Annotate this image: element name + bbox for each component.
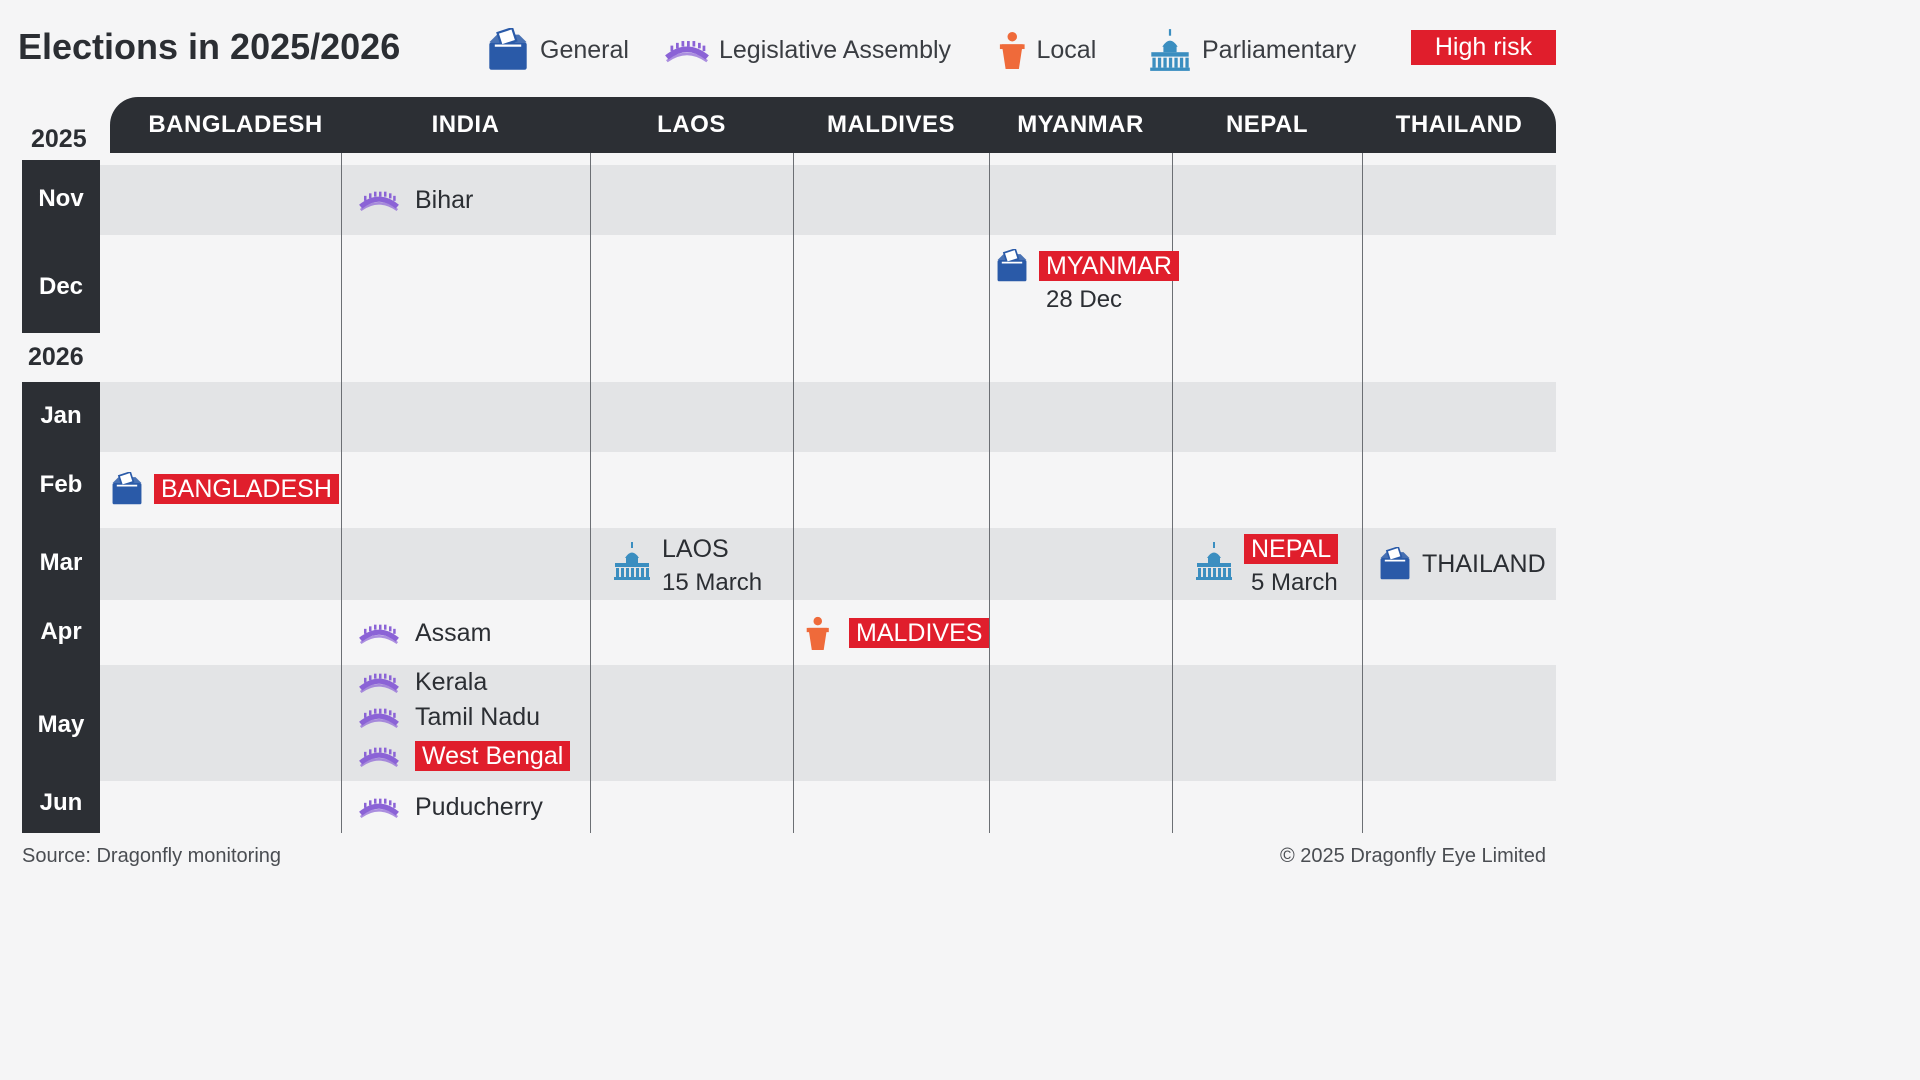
month-label-dec: Dec	[38, 273, 84, 300]
ballot-box-icon	[995, 248, 1029, 288]
legend-item-parliamentary: Parliamentary	[1148, 28, 1357, 72]
assembly-arch-icon	[359, 670, 399, 699]
month-label-jun: Jun	[39, 789, 83, 816]
ballot-box-icon	[486, 28, 540, 72]
year-label-2026: 2026	[28, 343, 84, 371]
source-note: Source: Dragonfly monitoring	[22, 845, 282, 867]
column-header-myanmar: MYANMAR	[1017, 111, 1144, 138]
column-divider	[341, 153, 342, 833]
legend-label: Local	[1036, 35, 1097, 64]
copyright-note: © 2025 Dragonfly Eye Limited	[1280, 845, 1546, 867]
column-header-india: INDIA	[431, 111, 500, 138]
column-header-bangladesh: BANGLADESH	[148, 111, 323, 138]
legend-label: Parliamentary	[1202, 35, 1357, 64]
event-label: Kerala	[415, 668, 488, 696]
assembly-arch-icon	[359, 744, 399, 773]
parliament-building-icon	[1148, 28, 1202, 72]
legend-item-legislative: Legislative Assembly	[665, 30, 951, 70]
column-header-maldives: MALDIVES	[826, 111, 955, 138]
column-header-thailand: THAILAND	[1395, 111, 1523, 138]
month-column	[22, 382, 100, 833]
legend-item-general: General	[486, 28, 629, 72]
assembly-arch-icon	[359, 705, 399, 734]
event-label: BANGLADESH	[154, 474, 339, 504]
legend-item-local: Local	[998, 30, 1096, 70]
month-label-apr: Apr	[40, 618, 82, 645]
podium-icon	[805, 616, 831, 655]
event-label: LAOS	[662, 535, 729, 563]
event-label: MALDIVES	[849, 618, 990, 648]
parliament-building-icon	[1194, 541, 1234, 586]
column-divider	[989, 153, 990, 833]
row-band-nov	[100, 165, 1556, 235]
podium-icon	[998, 31, 1037, 69]
parliament-building-icon	[612, 541, 652, 586]
assembly-arch-icon	[359, 621, 399, 650]
year-label-2025: 2025	[31, 125, 87, 153]
month-label-jan: Jan	[40, 402, 82, 429]
column-header-laos: LAOS	[657, 111, 726, 138]
high-risk-legend-badge: High risk	[1411, 30, 1556, 65]
column-divider	[1362, 153, 1363, 833]
event-date: 28 Dec	[1046, 286, 1123, 313]
ballot-box-icon	[110, 471, 144, 511]
legend-label: General	[540, 35, 629, 64]
month-label-mar: Mar	[39, 549, 83, 576]
event-label: THAILAND	[1422, 550, 1546, 578]
event-label: Bihar	[415, 186, 474, 214]
event-label: NEPAL	[1244, 534, 1339, 564]
row-band-jan	[100, 382, 1556, 452]
month-label-may: May	[37, 711, 85, 738]
month-label-feb: Feb	[39, 471, 83, 498]
row-band-may	[100, 665, 1556, 781]
column-divider	[1172, 153, 1173, 833]
event-label: Tamil Nadu	[415, 703, 541, 731]
event-date: 5 March	[1251, 569, 1338, 596]
assembly-arch-icon	[359, 188, 399, 217]
column-header-bar	[110, 97, 1556, 153]
legend-label: Legislative Assembly	[719, 35, 952, 64]
ballot-box-icon	[1378, 546, 1412, 586]
event-label: Puducherry	[415, 793, 543, 821]
assembly-arch-icon	[665, 37, 719, 63]
event-label: Assam	[415, 619, 492, 647]
event-label: West Bengal	[415, 741, 571, 771]
event-date: 15 March	[662, 569, 763, 596]
event-label: MYANMAR	[1039, 251, 1179, 281]
column-divider	[590, 153, 591, 833]
chart-title: Elections in 2025/2026	[18, 26, 401, 67]
month-column	[22, 160, 100, 333]
month-label-nov: Nov	[38, 185, 84, 212]
column-divider	[793, 153, 794, 833]
assembly-arch-icon	[359, 795, 399, 824]
column-header-nepal: NEPAL	[1225, 111, 1309, 138]
